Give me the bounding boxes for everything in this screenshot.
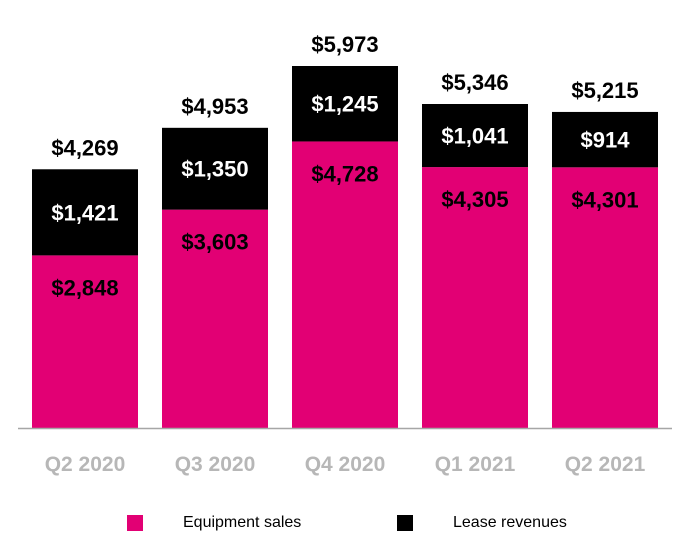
legend-label-equipment-sales: Equipment sales xyxy=(183,514,302,531)
bar-segment-lease-revenues xyxy=(162,127,268,210)
data-label-lease-revenues: $1,245 xyxy=(311,92,378,117)
data-label-lease-revenues: $1,350 xyxy=(181,157,248,182)
bar-segment-lease-revenues xyxy=(422,104,528,168)
data-label-equipment-sales: $4,305 xyxy=(441,187,508,212)
bar-segment-equipment-sales xyxy=(422,167,528,428)
data-label-equipment-sales: $4,301 xyxy=(571,187,638,212)
legend-label-lease-revenues: Lease revenues xyxy=(453,514,567,531)
total-label: $5,346 xyxy=(441,70,508,95)
data-label-equipment-sales: $2,848 xyxy=(51,275,118,300)
x-tick-label: Q2 2020 xyxy=(45,453,126,476)
data-label-lease-revenues: $1,041 xyxy=(441,124,508,149)
bar-segment-equipment-sales xyxy=(32,255,138,428)
bar-segment-lease-revenues xyxy=(552,111,658,168)
chart-legend: Equipment sales Lease revenues xyxy=(0,508,690,538)
x-tick-label: Q2 2021 xyxy=(565,453,646,476)
data-label-equipment-sales: $3,603 xyxy=(181,230,248,255)
legend-swatch-equipment-sales xyxy=(127,515,143,531)
x-tick-label: Q3 2020 xyxy=(175,453,256,476)
x-tick-label: Q4 2020 xyxy=(305,453,386,476)
data-label-equipment-sales: $4,728 xyxy=(311,161,378,186)
bar-segment-equipment-sales xyxy=(162,209,268,428)
legend-item-lease-revenues: Lease revenues xyxy=(397,508,567,538)
data-label-lease-revenues: $914 xyxy=(581,128,631,153)
x-tick-label: Q1 2021 xyxy=(435,453,516,476)
total-label: $4,953 xyxy=(181,94,248,119)
bar-segment-equipment-sales xyxy=(292,141,398,429)
bar-segment-lease-revenues xyxy=(292,66,398,142)
total-label: $5,973 xyxy=(311,32,378,57)
total-label: $5,215 xyxy=(571,78,638,103)
legend-item-equipment-sales: Equipment sales xyxy=(127,508,301,538)
total-label: $4,269 xyxy=(51,135,118,160)
bar-segment-lease-revenues xyxy=(32,169,138,256)
bar-segment-equipment-sales xyxy=(552,167,658,429)
legend-swatch-lease-revenues xyxy=(397,515,413,531)
data-label-lease-revenues: $1,421 xyxy=(51,200,118,225)
